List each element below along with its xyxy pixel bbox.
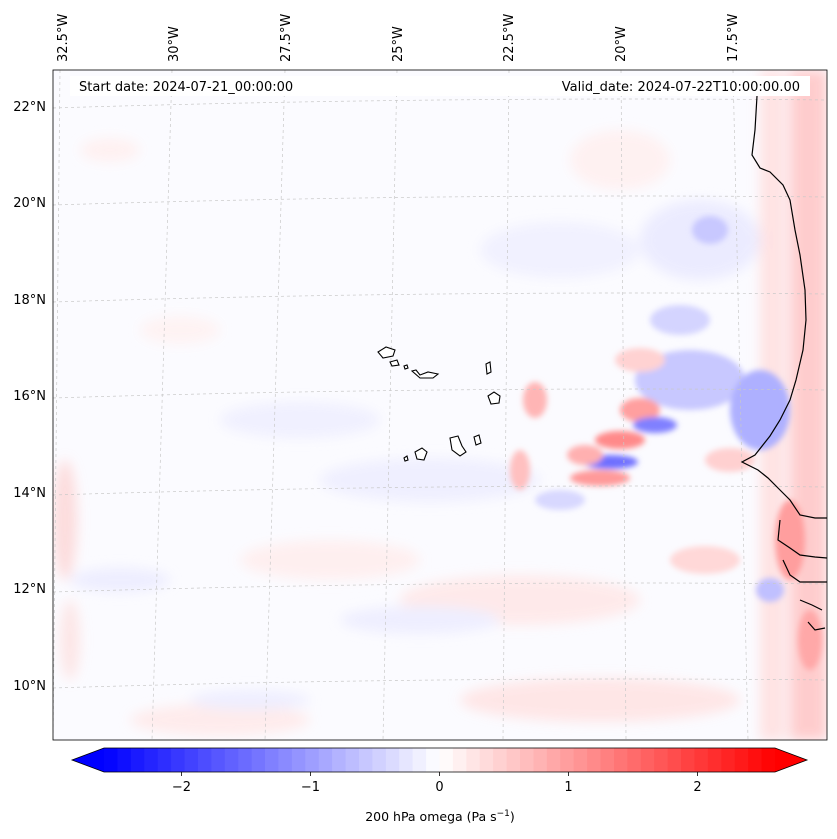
omega-field-active <box>510 216 822 670</box>
colorbar-tick-label: 2 <box>693 780 701 795</box>
colorbar-cell <box>345 748 360 772</box>
colorbar-cell <box>130 748 145 772</box>
colorbar: −2 −1 0 1 2 200 hPa omega (Pa s−1) <box>70 747 809 824</box>
colorbar-cell <box>748 748 763 772</box>
colorbar-cell <box>412 748 427 772</box>
map-plot-area <box>53 70 827 740</box>
colorbar-cell <box>613 748 628 772</box>
island-fogo <box>414 447 428 461</box>
colorbar-cell <box>707 748 722 772</box>
island-santo-antao <box>377 346 396 359</box>
colorbar-cell <box>265 748 280 772</box>
colorbar-cell <box>278 748 293 772</box>
island-sao-vicente <box>389 359 400 367</box>
lon-label-32-5w: 32.5°W <box>56 14 71 62</box>
colorbar-cell <box>640 748 655 772</box>
colorbar-cell <box>197 748 212 772</box>
valid-date-label: Valid_date: 2024-07-22T10:00:00.00 <box>562 80 800 95</box>
island-maio <box>473 434 482 446</box>
colorbar-tick-label: 1 <box>564 780 572 795</box>
colorbar-cell <box>117 748 132 772</box>
lat-label-18n: 18°N <box>13 293 46 308</box>
colorbar-cell <box>385 748 400 772</box>
colorbar-cell <box>144 748 159 772</box>
lon-label-25w: 25°W <box>391 26 406 62</box>
colorbar-cell <box>251 748 266 772</box>
map-frame <box>52 69 828 741</box>
colorbar-cell <box>734 748 749 772</box>
island-brava <box>403 455 409 462</box>
colorbar-cell <box>466 748 481 772</box>
omega-field-faint <box>53 70 827 740</box>
island-boa-vista <box>487 391 501 405</box>
lat-label-12n: 12°N <box>13 582 46 597</box>
latitude-labels: 22°N 20°N 18°N 16°N 14°N 12°N 10°N <box>13 100 46 694</box>
island-sal <box>485 361 492 375</box>
lat-label-20n: 20°N <box>13 196 46 211</box>
colorbar-label: 200 hPa omega (Pa s−1) <box>365 809 515 824</box>
colorbar-cell <box>211 748 226 772</box>
graticule <box>53 70 827 740</box>
colorbar-cell <box>238 748 253 772</box>
colorbar-cells <box>104 748 776 772</box>
lat-label-10n: 10°N <box>13 679 46 694</box>
lon-label-17-5w: 17.5°W <box>726 14 741 62</box>
colorbar-cell <box>332 748 347 772</box>
lat-label-14n: 14°N <box>13 486 46 501</box>
colorbar-cell <box>721 748 736 772</box>
colorbar-cell <box>224 748 239 772</box>
island-sao-nicolau <box>410 369 440 379</box>
colorbar-ticks: −2 −1 0 1 2 <box>172 772 702 795</box>
colorbar-cell <box>506 748 521 772</box>
lat-label-16n: 16°N <box>13 389 46 404</box>
colorbar-cell <box>184 748 199 772</box>
coastline-africa <box>740 95 827 631</box>
lon-label-27-5w: 27.5°W <box>279 14 294 62</box>
colorbar-cell <box>358 748 373 772</box>
colorbar-cell <box>452 748 467 772</box>
colorbar-min-extension <box>72 748 104 772</box>
colorbar-cell <box>318 748 333 772</box>
colorbar-cell <box>426 748 441 772</box>
island-santiago <box>449 435 467 457</box>
lon-label-22-5w: 22.5°W <box>502 14 517 62</box>
colorbar-outline <box>70 747 809 773</box>
colorbar-cell <box>104 748 119 772</box>
colorbar-cell <box>627 748 642 772</box>
colorbar-tick-label: −1 <box>301 780 320 795</box>
colorbar-cell <box>600 748 615 772</box>
annotation-strip <box>70 76 810 96</box>
colorbar-cell <box>694 748 709 772</box>
colorbar-cell <box>305 748 320 772</box>
colorbar-cell <box>157 748 172 772</box>
colorbar-cell <box>573 748 588 772</box>
colorbar-cell <box>587 748 602 772</box>
start-date-label: Start date: 2024-07-21_00:00:00 <box>79 80 293 95</box>
colorbar-cell <box>439 748 454 772</box>
colorbar-cell <box>667 748 682 772</box>
colorbar-cell <box>479 748 494 772</box>
lat-label-22n: 22°N <box>13 100 46 115</box>
colorbar-cell <box>399 748 414 772</box>
colorbar-cell <box>681 748 696 772</box>
colorbar-tick-label: −2 <box>172 780 191 795</box>
colorbar-cell <box>372 748 387 772</box>
colorbar-cell <box>654 748 669 772</box>
colorbar-cell <box>291 748 306 772</box>
colorbar-cell <box>533 748 548 772</box>
cape-verde-islands <box>377 346 501 462</box>
colorbar-max-extension <box>775 748 807 772</box>
colorbar-cell <box>761 748 776 772</box>
colorbar-cell <box>493 748 508 772</box>
colorbar-tick-label: 0 <box>435 780 443 795</box>
lon-label-20w: 20°W <box>614 26 629 62</box>
longitude-labels: 32.5°W 30°W 27.5°W 25°W 22.5°W 20°W 17.5… <box>56 14 741 62</box>
colorbar-cell <box>171 748 186 772</box>
colorbar-cell <box>546 748 561 772</box>
island-santa-luzia <box>403 364 409 370</box>
lon-label-30w: 30°W <box>167 26 182 62</box>
colorbar-cell <box>560 748 575 772</box>
colorbar-cell <box>520 748 535 772</box>
